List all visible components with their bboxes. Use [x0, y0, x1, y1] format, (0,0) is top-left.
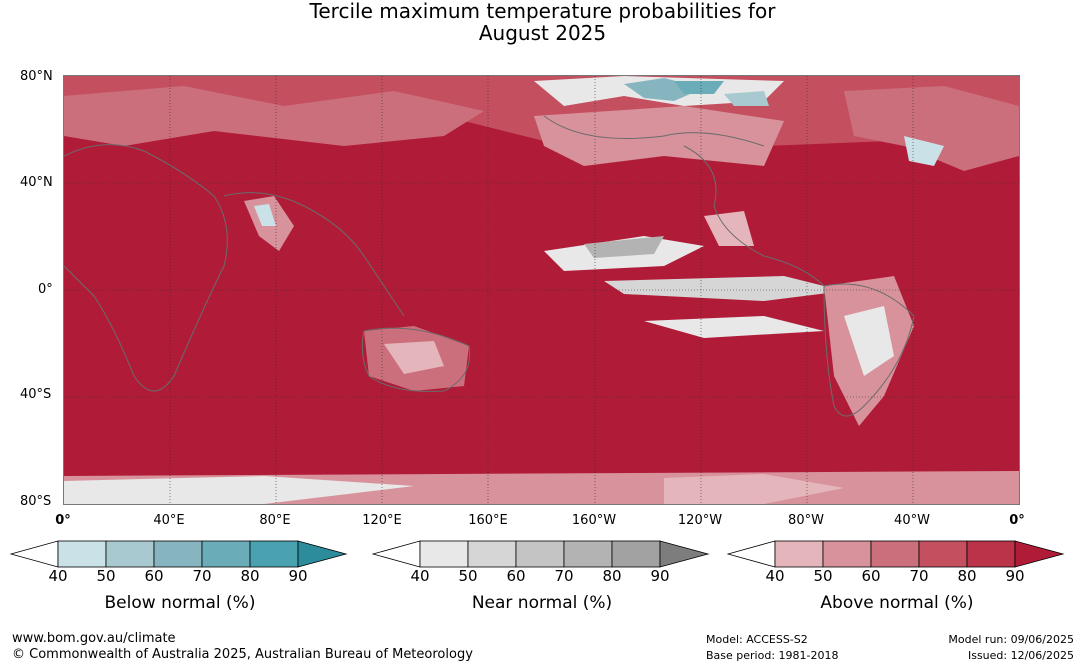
colorbar-below-ticks: 40 50 60 70 80 90 — [10, 567, 350, 585]
lat-label-80n: 80°N — [20, 69, 53, 84]
tick-label: 80 — [240, 567, 260, 585]
model-run-text: Model run: 09/06/2025 — [948, 633, 1074, 646]
tick-label: 70 — [192, 567, 212, 585]
colorbar-below-normal — [10, 540, 348, 568]
tick-label: 80 — [957, 567, 977, 585]
tick-label: 90 — [650, 567, 670, 585]
colorbar-segment — [515, 540, 565, 568]
lon-label-0-right: 0° — [1009, 513, 1025, 528]
tick-label: 40 — [765, 567, 785, 585]
lon-label-40w: 40°W — [894, 513, 930, 528]
tick-label: 40 — [410, 567, 430, 585]
tick-label: 40 — [48, 567, 68, 585]
colorbar-segment — [774, 540, 824, 568]
map-title-line1: Tercile maximum temperature probabilitie… — [309, 0, 776, 23]
lat-label-40n: 40°N — [20, 175, 53, 190]
lat-label-80s: 80°S — [20, 494, 52, 509]
tick-label: 60 — [144, 567, 164, 585]
tick-label: 90 — [288, 567, 308, 585]
colorbar-segment — [966, 540, 1016, 568]
lon-label-40e: 40°E — [153, 513, 185, 528]
lat-label-40s: 40°S — [20, 387, 52, 402]
colorbar-segment — [419, 540, 469, 568]
colorbar-above-normal — [727, 540, 1065, 568]
colorbar-segment — [57, 540, 107, 568]
tick-label: 50 — [813, 567, 833, 585]
colorbar-segment — [611, 540, 661, 568]
issued-text: Issued: 12/06/2025 — [967, 649, 1074, 662]
map-title-line2: August 2025 — [478, 21, 607, 45]
lon-label-80w: 80°W — [788, 513, 824, 528]
lon-label-120e: 120°E — [362, 513, 402, 528]
colorbar-near-ticks: 40 50 60 70 80 90 — [372, 567, 712, 585]
colorbar-under-arrow — [372, 540, 421, 568]
lon-label-80e: 80°E — [259, 513, 291, 528]
model-text: Model: ACCESS-S2 — [706, 633, 808, 646]
tick-label: 70 — [554, 567, 574, 585]
colorbar-near-normal — [372, 540, 710, 568]
world-map — [63, 75, 1020, 505]
above-normal-label: Above normal (%) — [820, 593, 974, 613]
tick-label: 80 — [602, 567, 622, 585]
tick-label: 60 — [506, 567, 526, 585]
colorbar-segment — [201, 540, 251, 568]
colorbar-over-arrow — [659, 540, 710, 568]
lon-label-120w: 120°W — [677, 513, 723, 528]
below-normal-label: Below normal (%) — [104, 593, 256, 613]
tick-label: 50 — [458, 567, 478, 585]
lon-label-0: 0° — [55, 513, 71, 528]
colorbar-segment — [918, 540, 968, 568]
colorbar-over-arrow — [297, 540, 348, 568]
base-period-text: Base period: 1981-2018 — [706, 649, 839, 662]
colorbar-segment — [153, 540, 203, 568]
tick-label: 50 — [96, 567, 116, 585]
colorbar-segment — [249, 540, 299, 568]
tick-label: 90 — [1005, 567, 1025, 585]
lat-label-equator: 0° — [38, 282, 53, 297]
lon-label-160e: 160°E — [468, 513, 508, 528]
colorbar-segment — [822, 540, 872, 568]
colorbar-segment — [105, 540, 155, 568]
website-link[interactable]: www.bom.gov.au/climate — [12, 631, 176, 646]
near-normal-label: Near normal (%) — [471, 593, 613, 613]
tick-label: 70 — [909, 567, 929, 585]
colorbar-segment — [563, 540, 613, 568]
lon-label-160w: 160°W — [571, 513, 617, 528]
colorbar-over-arrow — [1014, 540, 1065, 568]
colorbar-segment — [467, 540, 517, 568]
probability-map-graphic — [64, 76, 1019, 504]
tick-label: 60 — [861, 567, 881, 585]
colorbar-above-ticks: 40 50 60 70 80 90 — [727, 567, 1067, 585]
copyright-text: © Commonwealth of Australia 2025, Austra… — [12, 647, 473, 662]
colorbar-under-arrow — [10, 540, 59, 568]
colorbar-segment — [870, 540, 920, 568]
colorbar-under-arrow — [727, 540, 776, 568]
